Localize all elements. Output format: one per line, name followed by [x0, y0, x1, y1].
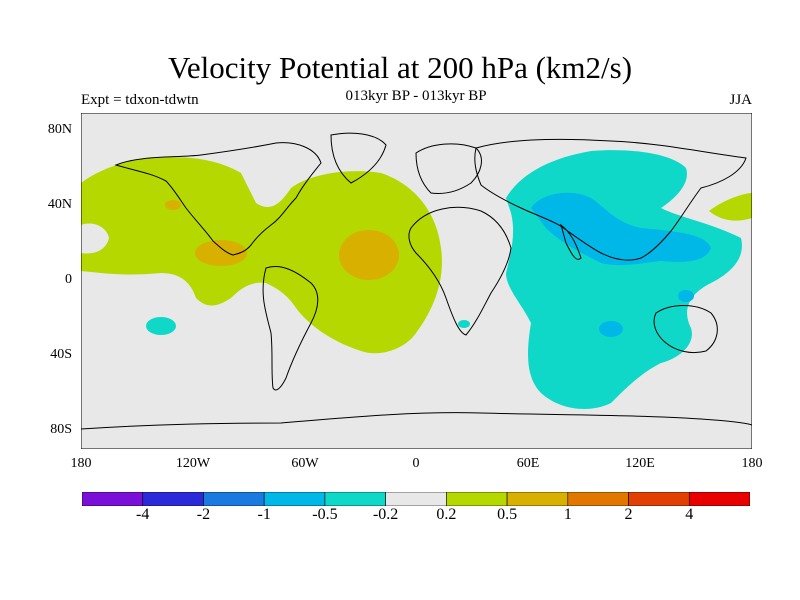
season-label: JJA: [729, 92, 752, 108]
lon-tick-180w: 180: [70, 456, 92, 471]
contour-negative-mid-indian: [599, 321, 623, 337]
contour-positive-east-edge: [709, 193, 752, 221]
coast-greenland: [330, 132, 387, 184]
colorbar-swatch-9: [628, 492, 690, 506]
lon-tick-180e: 180: [741, 456, 763, 471]
colorbar-label-4: -0.2: [372, 506, 399, 523]
coastlines: [81, 132, 752, 430]
lat-tick-0: 0: [65, 272, 72, 287]
colorbar-swatch-4: [324, 492, 386, 506]
contour-negative-mid-east: [678, 290, 694, 302]
colorbar-label-2: -1: [257, 506, 271, 523]
coast-asia: [474, 138, 747, 261]
colorbar-swatch-1: [142, 492, 204, 506]
contour-positive-mid-atlantic: [339, 230, 399, 280]
coast-australia: [653, 305, 718, 354]
colorbar-label-7: 1: [563, 506, 572, 523]
lon-tick-60e: 60E: [516, 456, 540, 471]
contour-negative-southatlantic: [458, 320, 470, 328]
contour-positive-mid-eastpacific: [195, 240, 247, 266]
map-panel: [81, 113, 752, 449]
contour-negative-southpacific: [146, 317, 176, 335]
coast-south-america: [262, 266, 319, 391]
colorbar-swatch-8: [567, 492, 629, 506]
chart-title: Velocity Potential at 200 hPa (km2/s): [167, 50, 633, 85]
lat-tick-80s: 80S: [50, 422, 72, 437]
coast-europe: [415, 143, 482, 194]
colorbar-label-3: -0.5: [312, 506, 338, 523]
lon-tick-60w: 60W: [291, 456, 319, 471]
colorbar-label-8: 2: [624, 506, 633, 523]
lat-tick-80n: 80N: [47, 122, 72, 137]
coast-north-america: [114, 142, 322, 256]
chart-subtitle: 013kyr BP - 013kyr BP: [345, 88, 487, 104]
velocity-potential-map: [81, 113, 752, 449]
lon-tick-120w: 120W: [175, 456, 211, 471]
colorbar-swatch-7: [506, 492, 569, 506]
contour-positive-mid-small: [165, 200, 181, 210]
coast-africa: [408, 206, 512, 336]
colorbar-label-1: -2: [196, 506, 211, 523]
colorbar-label-9: 4: [685, 506, 694, 523]
lat-tick-40s: 40S: [50, 347, 72, 362]
experiment-label: Expt = tdxon-tdwtn: [81, 92, 199, 108]
colorbar-label-5: 0.2: [436, 506, 457, 523]
lon-tick-120e: 120E: [625, 456, 655, 471]
colorbar-swatch-3: [263, 492, 326, 506]
colorbar-swatch-5: [385, 492, 447, 506]
colorbar-label-0: -4: [136, 506, 150, 523]
colorbar-swatch-0: [82, 492, 144, 506]
lat-tick-40n: 40N: [47, 197, 72, 212]
colorbar-swatch-2: [203, 492, 265, 506]
lon-tick-0: 0: [412, 456, 420, 471]
colorbar: [82, 492, 750, 506]
colorbar-swatch-6: [446, 492, 508, 506]
contour-neutral-hole-1: [81, 223, 109, 254]
coast-india: [560, 223, 582, 260]
colorbar-swatch-10: [688, 492, 750, 506]
colorbar-label-6: 0.5: [497, 506, 518, 523]
coast-antarctica: [81, 412, 752, 430]
contour-negative-mid-asia: [531, 192, 711, 266]
